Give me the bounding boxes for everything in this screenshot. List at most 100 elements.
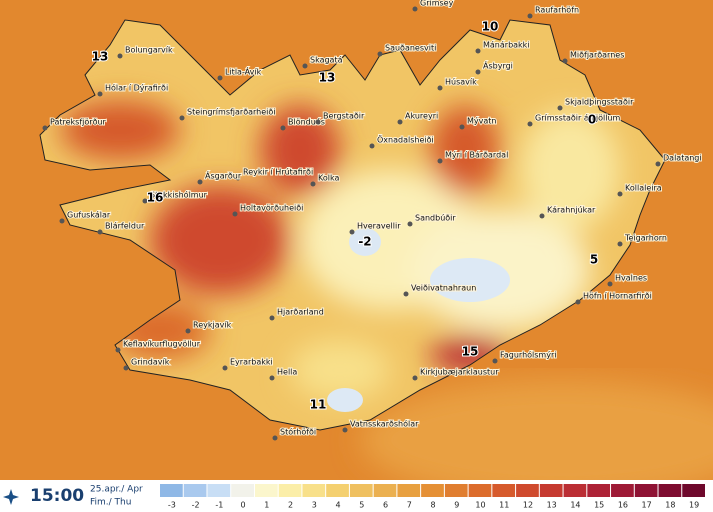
- station-dot: [222, 365, 228, 371]
- station-dot: [310, 181, 316, 187]
- station-name: Grindavík: [131, 358, 170, 367]
- station-dot: [412, 375, 418, 381]
- legend-swatch: [421, 484, 444, 497]
- contour-label: -2: [358, 235, 371, 249]
- legend-swatch: [563, 484, 587, 497]
- legend-swatch: [373, 484, 397, 497]
- land: [40, 20, 665, 430]
- station-name: Litla-Ávík: [225, 66, 262, 77]
- legend-label: -3: [168, 501, 176, 510]
- station-dot: [269, 375, 275, 381]
- station-name: Teigarhorn: [624, 234, 667, 243]
- station-name: Blönduós: [288, 117, 325, 127]
- contour-label: 16: [147, 191, 164, 205]
- station-name: Grímsey: [420, 0, 454, 8]
- station-name: Skjaldþingsstaðir: [565, 98, 634, 107]
- station-name: Hella: [277, 368, 297, 377]
- legend-label: 9: [454, 501, 459, 510]
- station-name: Hjarðarland: [277, 308, 324, 317]
- contour-label: 13: [319, 71, 336, 85]
- legend-swatch: [658, 484, 682, 497]
- legend-swatch: [539, 484, 563, 497]
- legend-swatch: [207, 484, 231, 497]
- station-name: Kolka: [318, 174, 339, 183]
- station-name: Mývatn: [467, 117, 496, 126]
- station-dot: [232, 211, 238, 217]
- station-name: Mánárbakki: [483, 41, 530, 50]
- station-dot: [562, 58, 568, 64]
- legend-label: 16: [618, 501, 628, 510]
- legend-swatch: [231, 484, 254, 497]
- station-name: Kárahnjúkar: [547, 206, 596, 215]
- sea-shade: [360, 380, 713, 500]
- stations: Grímsey Raufarhöfn Bolungarvík Sauðanesviti…: [42, 0, 703, 441]
- legend-label: 5: [359, 501, 364, 510]
- station-name: Kirkjubæjarklaustur: [420, 368, 499, 377]
- legend-swatch: [302, 484, 326, 497]
- station-name: Húsavík: [445, 78, 477, 87]
- legend-label: 14: [570, 501, 580, 510]
- legend-label: 15: [594, 501, 604, 510]
- station-name: Stykkishólmur: [150, 190, 208, 200]
- station-name: Fagurhólsmýri: [500, 350, 556, 360]
- station-dot: [59, 218, 65, 224]
- legend-swatch: [278, 484, 302, 497]
- station-dot: [97, 229, 103, 235]
- contour-label: 0: [588, 113, 596, 127]
- station-dot: [397, 119, 403, 125]
- station-dot: [539, 213, 545, 219]
- station-name: Mýri í Bárðardal: [445, 151, 508, 160]
- legend-swatch: [444, 484, 468, 497]
- station-name: Sandbúðir: [415, 214, 456, 223]
- station-dot: [235, 175, 241, 181]
- station-name: Öxnadalsheiði: [377, 135, 434, 145]
- contour-label: 15: [462, 345, 479, 359]
- legend-label: 7: [407, 501, 412, 510]
- station-dot: [655, 161, 661, 167]
- station-dot: [437, 158, 443, 164]
- station-name: Vatnsskarðshólar: [350, 419, 419, 429]
- station-dot: [527, 121, 533, 127]
- station-dot: [123, 365, 129, 371]
- station-dot: [217, 75, 223, 81]
- station-name: Skagatá: [310, 56, 343, 65]
- legend-label: -1: [215, 501, 223, 510]
- station-name: Dalatangi: [663, 154, 702, 163]
- weekday: Fim./ Thu: [90, 498, 131, 508]
- logo: [3, 489, 19, 505]
- date: 25.apr./ Apr: [90, 485, 143, 495]
- legend-label: 19: [689, 501, 699, 510]
- station-name: Stórhöfði: [280, 427, 316, 437]
- station-dot: [492, 358, 498, 364]
- station-name: Blárfeldur: [105, 222, 145, 231]
- legend-swatch: [183, 484, 207, 497]
- legend-swatch: [682, 484, 705, 497]
- legend-label: -2: [192, 501, 200, 510]
- legend-label: 3: [312, 501, 317, 510]
- station-name: Bergstaðir: [323, 112, 365, 121]
- contour-label: 13: [92, 50, 109, 64]
- station-name: Höfn í Hornarfirði: [583, 292, 652, 301]
- legend-label: 4: [335, 501, 340, 510]
- station-name: Patreksfjörður: [50, 118, 107, 127]
- legend-swatch: [516, 484, 539, 497]
- legend-swatch: [326, 484, 349, 497]
- legend-swatch: [397, 484, 421, 497]
- station-dot: [475, 48, 481, 54]
- station-name: Reykir í Hrútafirði: [243, 168, 313, 177]
- station-dot: [412, 6, 418, 12]
- station-name: Hólar í Dýrafirði: [105, 83, 168, 93]
- legend-swatch: [492, 484, 516, 497]
- station-dot: [42, 125, 48, 131]
- legend-label: 13: [547, 501, 557, 510]
- station-dot: [115, 347, 121, 353]
- station-name: Veiðivatnahraun: [411, 284, 476, 293]
- station-dot: [269, 315, 275, 321]
- station-name: Reykjavík: [193, 321, 232, 330]
- legend-swatch: [349, 484, 373, 497]
- station-dot: [97, 91, 103, 97]
- station-name: Ásgarður: [205, 170, 242, 181]
- station-name: Grímsstaðir á Fjöllum: [535, 114, 621, 123]
- legend-label: 18: [665, 501, 675, 510]
- legend-label: 12: [523, 501, 533, 510]
